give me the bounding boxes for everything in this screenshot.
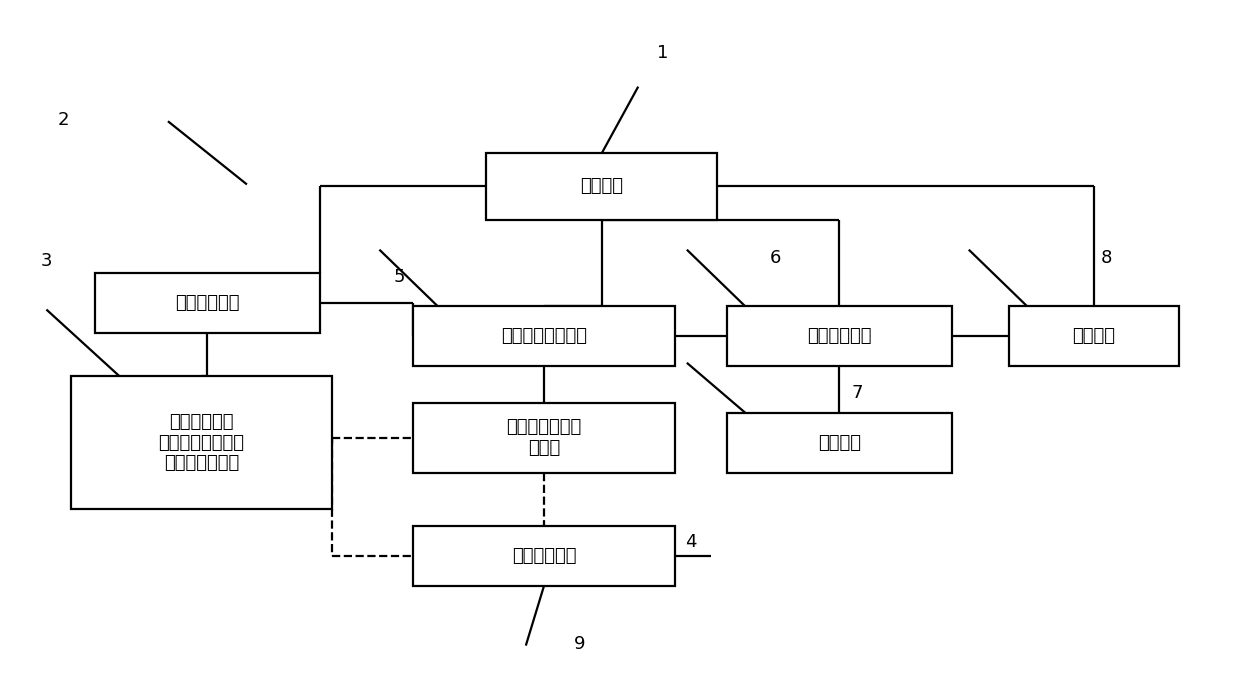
Bar bbox=[413, 403, 675, 473]
Text: 机械扫描台架
（含平台、支架、
机械臂及电机）: 机械扫描台架 （含平台、支架、 机械臂及电机） bbox=[159, 413, 244, 473]
Bar bbox=[727, 306, 952, 366]
Text: 机械控制模块: 机械控制模块 bbox=[175, 294, 239, 312]
Text: 2: 2 bbox=[58, 111, 69, 129]
Text: 时域信号获取模块: 时域信号获取模块 bbox=[501, 327, 587, 345]
Text: 9: 9 bbox=[574, 636, 585, 653]
Text: 4: 4 bbox=[684, 534, 696, 551]
Text: 5: 5 bbox=[393, 268, 404, 286]
Text: 6: 6 bbox=[770, 249, 781, 268]
Text: 存储模块: 存储模块 bbox=[1073, 327, 1116, 345]
Text: 7: 7 bbox=[851, 384, 863, 402]
Text: 1: 1 bbox=[657, 44, 668, 62]
Text: 信号分析模块: 信号分析模块 bbox=[807, 327, 872, 345]
Bar bbox=[486, 153, 717, 220]
Text: 8: 8 bbox=[1100, 249, 1112, 268]
Bar bbox=[413, 306, 675, 366]
Text: 被测试电路板: 被测试电路板 bbox=[512, 547, 577, 565]
Bar bbox=[1009, 306, 1179, 366]
Text: 显示模块: 显示模块 bbox=[818, 434, 861, 452]
Bar bbox=[413, 526, 675, 586]
Bar bbox=[71, 376, 332, 509]
Text: 微小型近场信号
传感器: 微小型近场信号 传感器 bbox=[506, 418, 582, 457]
Text: 电源模块: 电源模块 bbox=[580, 177, 624, 196]
Bar bbox=[727, 413, 952, 473]
Bar bbox=[95, 273, 320, 333]
Text: 3: 3 bbox=[41, 252, 52, 270]
